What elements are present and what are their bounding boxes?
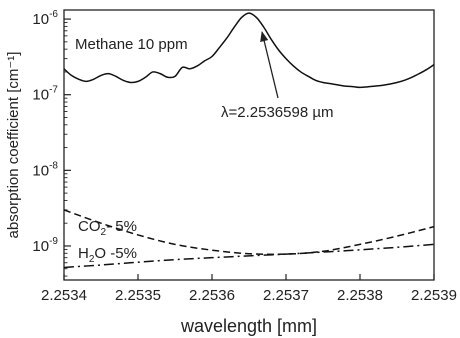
x-axis: 2.2534 2.2535 2.2536 2.2537 2.2538 2.253… — [41, 287, 457, 336]
y-tick-exponent: -8 — [49, 160, 58, 171]
x-tick-label: 2.2539 — [411, 287, 457, 304]
series-layer — [63, 12, 435, 269]
y-axis: 10-9 10-8 10-7 10-6 absorption coefficie… — [5, 9, 58, 255]
series-label-methane: Methane 10 ppm — [75, 36, 188, 53]
peak-arrow — [260, 30, 279, 99]
x-tick-label: 2.2537 — [263, 287, 309, 304]
y-axis-label: absorption coefficient [cm⁻¹] — [5, 52, 22, 239]
series-line-h2o — [63, 243, 435, 269]
series-label-h2o-tail: O -5% — [94, 245, 137, 262]
y-tick-label: 10-9 — [32, 236, 58, 255]
y-tick-base: 10 — [32, 238, 49, 255]
series-line-co2 — [63, 209, 435, 256]
x-tick-label: 2.2538 — [337, 287, 383, 304]
x-tick-label: 2.2536 — [189, 287, 235, 304]
y-tick-label: 10-8 — [32, 160, 58, 179]
series-label-co2: CO2- 5% — [78, 218, 137, 238]
y-tick-base: 10 — [32, 162, 49, 179]
series-label-co2-main: CO — [78, 218, 101, 235]
y-tick-exponent: -9 — [49, 236, 58, 247]
series-line-methane — [63, 12, 435, 89]
y-tick-base: 10 — [32, 87, 49, 104]
y-tick-label: 10-7 — [32, 85, 58, 104]
series-label-co2-sub: 2 — [101, 227, 107, 238]
annotation-layer: Methane 10 ppm CO2- 5% H2O -5% λ=2.25365… — [75, 30, 333, 265]
x-tick-label: 2.2535 — [115, 287, 161, 304]
plot-frame — [63, 9, 435, 281]
plot-area — [63, 9, 435, 281]
x-tick-label: 2.2534 — [41, 287, 87, 304]
series-label-h2o-sub: 2 — [89, 254, 95, 265]
y-tick-label: 10-6 — [32, 9, 58, 28]
series-label-h2o-main: H — [78, 245, 89, 262]
y-tick-base: 10 — [32, 11, 49, 28]
y-tick-exponent: -7 — [49, 85, 58, 96]
series-label-co2-tail: - 5% — [106, 218, 137, 235]
x-axis-label: wavelength [mm] — [180, 316, 317, 336]
series-label-h2o: H2O -5% — [78, 245, 137, 265]
series-label-methane-main: Methane 10 ppm — [75, 36, 188, 53]
peak-annotation: λ=2.2536598 µm — [221, 104, 333, 121]
y-tick-exponent: -6 — [49, 9, 58, 20]
